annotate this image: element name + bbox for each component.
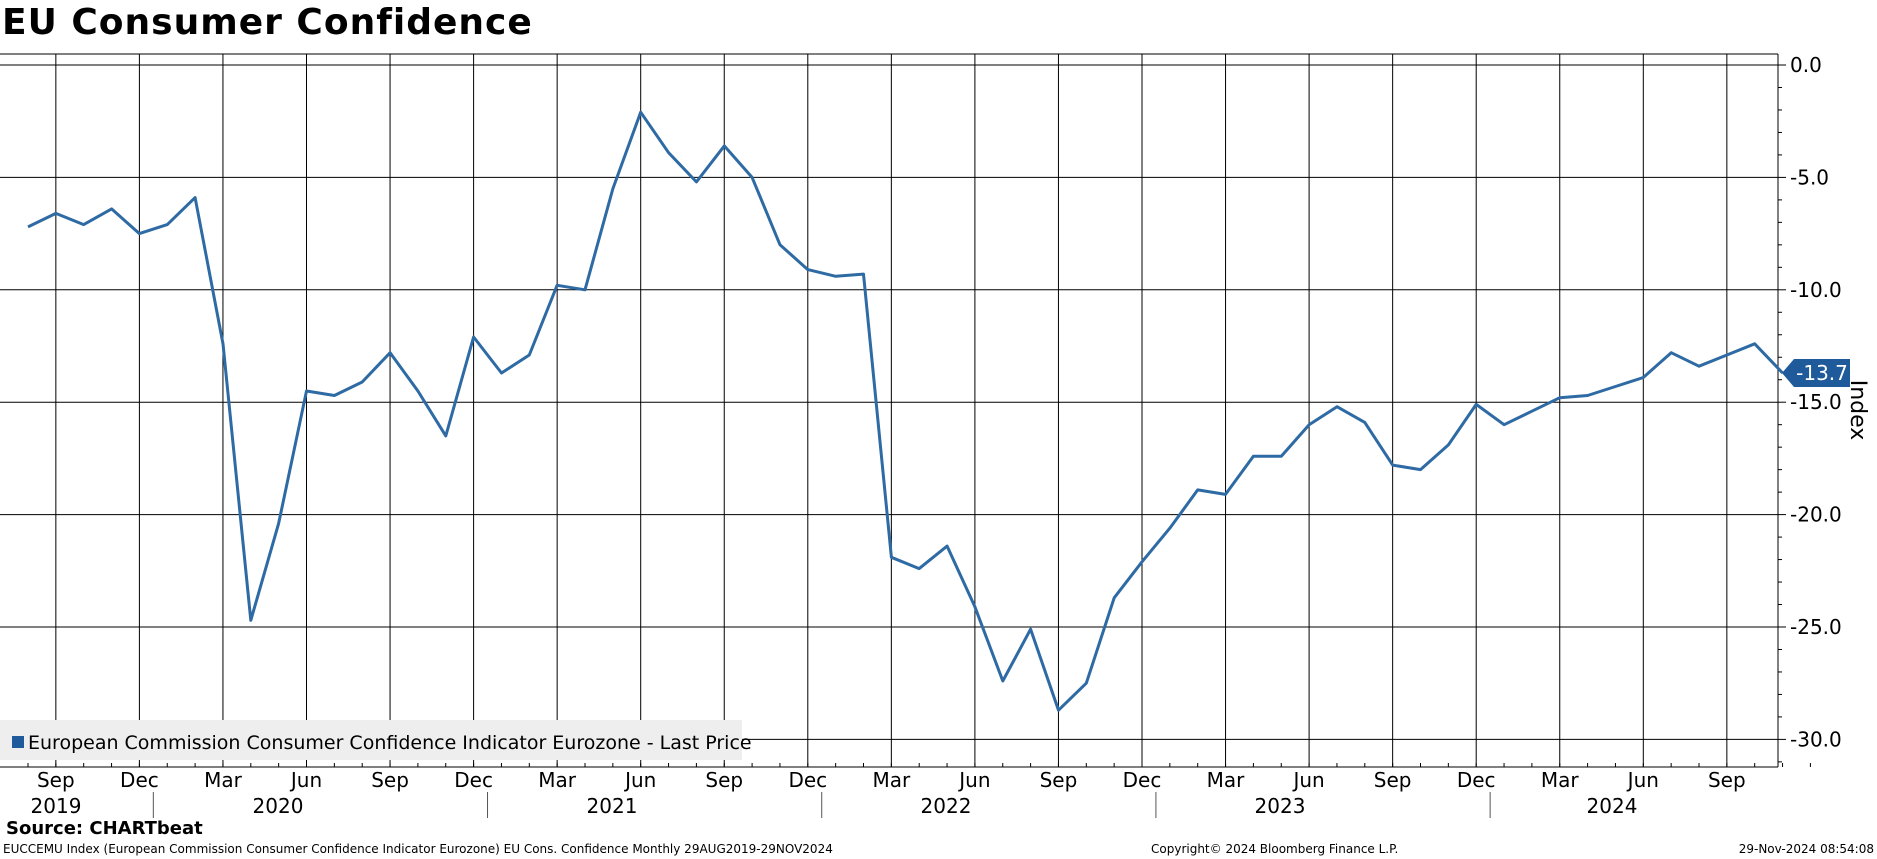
year-label: 2023 xyxy=(1255,794,1306,818)
x-tick-label: Mar xyxy=(1207,768,1246,792)
y-tick-label: -15.0 xyxy=(1790,390,1842,414)
y-axis: 0.0 -5.0 -10.0 -15.0 -20.0 -25.0 -30.0 xyxy=(1778,53,1842,763)
x-tick-label: Dec xyxy=(454,768,493,792)
y-tick-label: -5.0 xyxy=(1790,165,1829,189)
x-tick-label: Dec xyxy=(1457,768,1496,792)
chart-title: EU Consumer Confidence xyxy=(2,2,533,43)
x-tick-label: Dec xyxy=(1123,768,1162,792)
year-label: 2022 xyxy=(921,794,972,818)
x-axis: Sep Dec Mar Jun Sep Dec Mar Jun Sep Dec Mar Jun Sep D… xyxy=(27,763,1811,818)
y-tick-label: -30.0 xyxy=(1790,727,1842,751)
x-tick-label: Dec xyxy=(120,768,159,792)
year-label: 2020 xyxy=(253,794,304,818)
x-tick-label: Sep xyxy=(37,768,75,792)
y-tick-label: -20.0 xyxy=(1790,503,1842,527)
x-tick-label: Sep xyxy=(1040,768,1078,792)
legend: European Commission Consumer Confidence … xyxy=(0,720,752,760)
legend-box xyxy=(0,720,742,760)
x-tick-label: Sep xyxy=(705,768,743,792)
x-tick-label: Jun xyxy=(623,768,656,792)
year-label: 2019 xyxy=(31,794,82,818)
last-value-label: -13.7 xyxy=(1796,361,1848,385)
x-tick-label: Mar xyxy=(872,768,911,792)
year-label: 2024 xyxy=(1587,794,1638,818)
x-tick-label: Mar xyxy=(1541,768,1580,792)
y-axis-label: Index xyxy=(1845,380,1870,441)
y-tick-label: -10.0 xyxy=(1790,278,1842,302)
last-value-marker: -13.7 xyxy=(1782,358,1850,387)
footer-timestamp: 29-Nov-2024 08:54:08 xyxy=(1738,842,1874,856)
series-layer xyxy=(27,110,1784,712)
year-label: 2021 xyxy=(587,794,638,818)
x-tick-label: Jun xyxy=(957,768,990,792)
grid-lines xyxy=(0,54,1778,767)
x-tick-label: Mar xyxy=(204,768,243,792)
footer-ticker: EUCCEMU Index (European Commission Consu… xyxy=(3,842,833,856)
x-tick-label: Jun xyxy=(1291,768,1324,792)
x-tick-label: Sep xyxy=(371,768,409,792)
series-line xyxy=(27,110,1784,712)
x-tick-label: Jun xyxy=(1626,768,1659,792)
plot-frame xyxy=(0,53,1779,768)
last-value-tag xyxy=(1782,358,1850,387)
x-tick-label: Jun xyxy=(289,768,322,792)
y-tick-label: 0.0 xyxy=(1790,53,1822,77)
x-tick-label: Sep xyxy=(1708,768,1746,792)
y-tick-label: -25.0 xyxy=(1790,615,1842,639)
x-tick-label: Sep xyxy=(1374,768,1412,792)
legend-label: European Commission Consumer Confidence … xyxy=(28,732,752,754)
source-note: Source: CHARTbeat xyxy=(6,818,203,839)
x-tick-label: Mar xyxy=(538,768,577,792)
x-tick-label: Dec xyxy=(788,768,827,792)
legend-swatch xyxy=(12,736,24,748)
footer-copyright: Copyright© 2024 Bloomberg Finance L.P. xyxy=(1151,842,1399,856)
